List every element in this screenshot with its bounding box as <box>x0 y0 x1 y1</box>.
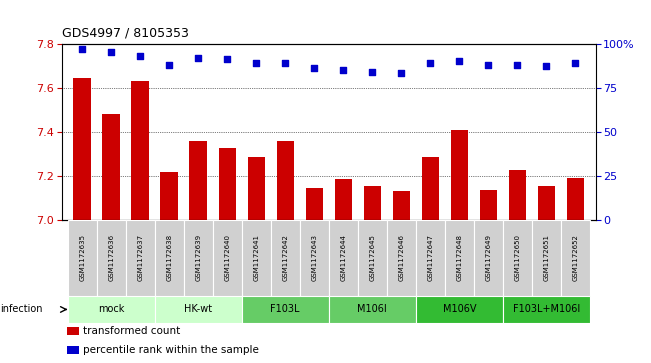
Text: GSM1172639: GSM1172639 <box>195 234 201 281</box>
Bar <box>96 220 126 296</box>
Bar <box>561 220 590 296</box>
Point <box>396 70 406 76</box>
Bar <box>184 220 213 296</box>
Bar <box>480 190 497 220</box>
Point <box>164 62 174 68</box>
Text: GSM1172643: GSM1172643 <box>311 234 317 281</box>
Bar <box>445 220 474 296</box>
Point <box>541 64 551 69</box>
Text: GSM1172637: GSM1172637 <box>137 234 143 281</box>
Text: F103L+M106I: F103L+M106I <box>513 305 580 314</box>
Bar <box>566 178 584 220</box>
Text: GSM1172645: GSM1172645 <box>369 234 375 281</box>
Text: GSM1172647: GSM1172647 <box>427 234 434 281</box>
Bar <box>132 81 149 220</box>
Point <box>135 53 145 59</box>
Bar <box>67 327 79 335</box>
Bar <box>329 296 416 323</box>
Bar <box>155 296 242 323</box>
Text: GSM1172644: GSM1172644 <box>340 234 346 281</box>
Point <box>251 60 262 66</box>
Bar <box>358 220 387 296</box>
Text: F103L: F103L <box>270 305 300 314</box>
Text: GDS4997 / 8105353: GDS4997 / 8105353 <box>62 27 189 40</box>
Point <box>77 46 87 52</box>
Text: GSM1172648: GSM1172648 <box>456 234 462 281</box>
Point <box>425 60 436 66</box>
Bar <box>74 78 91 220</box>
Point <box>483 62 493 68</box>
Text: GSM1172650: GSM1172650 <box>514 234 520 281</box>
Point <box>193 55 203 61</box>
Text: transformed count: transformed count <box>83 326 180 336</box>
Text: GSM1172642: GSM1172642 <box>283 234 288 281</box>
Bar <box>219 148 236 220</box>
Bar <box>329 220 358 296</box>
Bar <box>335 179 352 220</box>
Text: M106I: M106I <box>357 305 387 314</box>
Text: GSM1172638: GSM1172638 <box>166 234 172 281</box>
Bar <box>538 185 555 220</box>
Bar <box>242 296 329 323</box>
Point <box>454 58 465 64</box>
Text: GSM1172640: GSM1172640 <box>224 234 230 281</box>
Text: GSM1172641: GSM1172641 <box>253 234 259 281</box>
Bar <box>422 157 439 220</box>
Bar <box>68 296 155 323</box>
Text: HK-wt: HK-wt <box>184 305 212 314</box>
Bar <box>189 142 207 220</box>
Bar <box>67 346 79 354</box>
Bar <box>532 220 561 296</box>
Bar <box>450 130 468 220</box>
Bar <box>68 220 96 296</box>
Text: GSM1172636: GSM1172636 <box>108 234 114 281</box>
Bar <box>213 220 242 296</box>
Bar <box>503 220 532 296</box>
Text: mock: mock <box>98 305 124 314</box>
Text: GSM1172652: GSM1172652 <box>572 234 578 281</box>
Bar <box>102 114 120 220</box>
Bar <box>247 157 265 220</box>
Text: GSM1172649: GSM1172649 <box>486 234 492 281</box>
Bar <box>416 220 445 296</box>
Point <box>280 60 290 66</box>
Point <box>106 49 117 55</box>
Bar <box>277 142 294 220</box>
Text: GSM1172635: GSM1172635 <box>79 234 85 281</box>
Bar <box>126 220 155 296</box>
Point <box>512 62 523 68</box>
Point <box>222 57 232 62</box>
Bar <box>474 220 503 296</box>
Text: infection: infection <box>0 305 42 314</box>
Bar <box>416 296 503 323</box>
Point <box>338 67 348 73</box>
Bar <box>503 296 590 323</box>
Bar <box>161 172 178 220</box>
Bar <box>305 188 323 220</box>
Bar <box>387 220 416 296</box>
Bar <box>155 220 184 296</box>
Text: GSM1172646: GSM1172646 <box>398 234 404 281</box>
Bar <box>271 220 299 296</box>
Text: M106V: M106V <box>443 305 476 314</box>
Text: percentile rank within the sample: percentile rank within the sample <box>83 344 259 355</box>
Bar <box>508 170 526 220</box>
Point <box>367 69 378 75</box>
Bar <box>299 220 329 296</box>
Bar <box>363 185 381 220</box>
Bar <box>242 220 271 296</box>
Point <box>309 65 320 71</box>
Point <box>570 60 581 66</box>
Text: GSM1172651: GSM1172651 <box>544 234 549 281</box>
Bar <box>393 191 410 220</box>
